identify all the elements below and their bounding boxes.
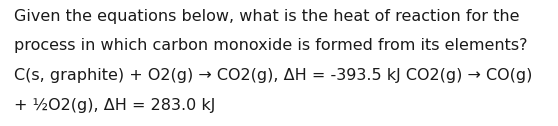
- Text: process in which carbon monoxide is formed from its elements?: process in which carbon monoxide is form…: [14, 38, 527, 53]
- Text: C(s, graphite) + O2(g) → CO2(g), ΔH = -393.5 kJ CO2(g) → CO(g): C(s, graphite) + O2(g) → CO2(g), ΔH = -3…: [14, 68, 532, 83]
- Text: Given the equations below, what is the heat of reaction for the: Given the equations below, what is the h…: [14, 9, 519, 24]
- Text: + ½O2(g), ΔH = 283.0 kJ: + ½O2(g), ΔH = 283.0 kJ: [14, 98, 215, 113]
